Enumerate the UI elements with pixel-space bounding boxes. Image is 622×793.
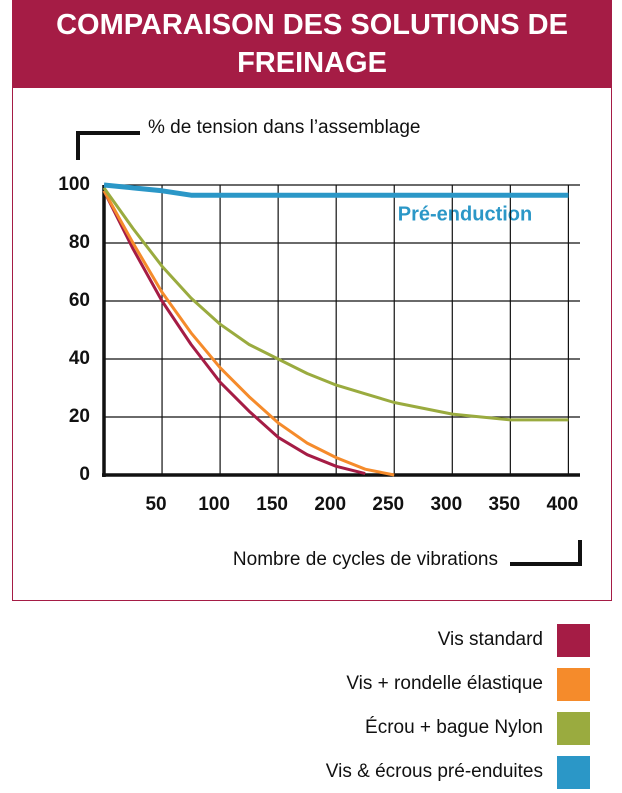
corner-bracket — [510, 540, 582, 566]
legend-label: Vis + rondelle élastique — [346, 673, 543, 694]
corner-bracket — [76, 131, 140, 160]
x-tick-label: 200 — [314, 494, 346, 515]
title-banner: COMPARAISON DES SOLUTIONS DE FREINAGE — [12, 0, 612, 88]
y-tick-label: 40 — [69, 348, 90, 369]
x-tick-label: 50 — [145, 494, 166, 515]
y-tick-label: 80 — [69, 232, 90, 253]
x-tick-label: 250 — [372, 494, 404, 515]
y-tick-label: 100 — [58, 174, 90, 195]
legend-swatch — [557, 624, 590, 657]
y-tick-label: 60 — [69, 290, 90, 311]
x-axis-label: Nombre de cycles de vibrations — [233, 549, 498, 570]
series-line — [102, 190, 395, 477]
x-tick-label: 400 — [547, 494, 579, 515]
chart-title: COMPARAISON DES SOLUTIONS DE FREINAGE — [56, 9, 568, 79]
y-axis-label: % de tension dans l’assemblage — [148, 117, 421, 138]
x-tick-label: 350 — [488, 494, 520, 515]
series-line — [102, 187, 569, 422]
legend-label: Écrou + bague Nylon — [365, 717, 543, 738]
x-tick-label: 100 — [198, 494, 230, 515]
legend-label: Vis & écrous pré-enduites — [326, 761, 543, 782]
legend-label: Vis standard — [438, 629, 543, 650]
annotation: Pré-enduction — [398, 203, 532, 225]
series-line — [103, 182, 569, 198]
series-line — [102, 190, 366, 476]
x-tick-label: 150 — [256, 494, 288, 515]
legend-swatch — [557, 756, 590, 789]
legend-swatch — [557, 712, 590, 745]
legend-swatch — [557, 668, 590, 701]
y-tick-label: 20 — [69, 406, 90, 427]
x-tick-label: 300 — [430, 494, 462, 515]
y-tick-label: 0 — [79, 464, 90, 485]
